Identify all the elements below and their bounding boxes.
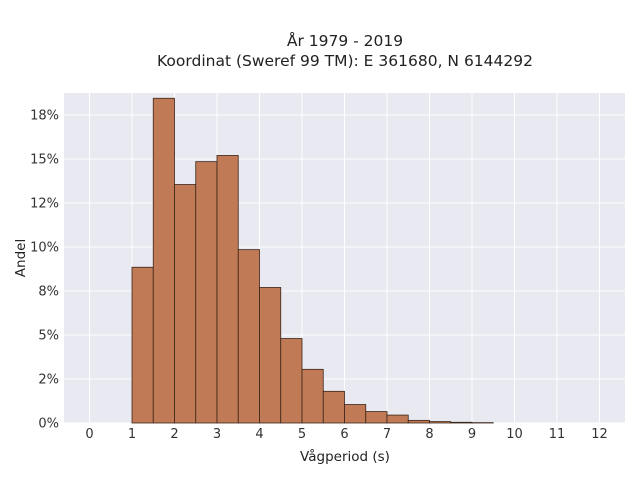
histogram-bar	[429, 421, 452, 424]
x-axis-ticks: 0 1 2 3 4 5 6 7 8 9 10 11 12	[85, 427, 607, 442]
y-tick-label: 2%	[38, 373, 59, 388]
histogram-bar	[450, 421, 473, 424]
x-tick-label: 3	[213, 427, 221, 442]
histogram-bar	[259, 287, 282, 424]
y-axis-label: Andel	[13, 239, 29, 277]
histogram-bar	[301, 368, 324, 424]
histogram-bar	[152, 97, 175, 424]
x-tick-label: 6	[340, 427, 348, 442]
y-tick-label: 5%	[38, 329, 59, 344]
chart-title-line-1: År 1979 - 2019	[287, 31, 403, 50]
histogram-bar	[216, 155, 239, 424]
histogram-bar	[322, 390, 345, 424]
x-tick-label: 10	[506, 427, 523, 442]
y-tick-label: 10%	[30, 241, 59, 256]
x-tick-label: 0	[85, 427, 93, 442]
y-tick-label: 12%	[30, 197, 59, 212]
histogram-bar	[131, 266, 154, 424]
x-axis-label: Vågperiod (s)	[300, 448, 390, 465]
histogram-bar	[174, 184, 197, 424]
y-axis-ticks: 0% 2% 5% 8% 10% 12% 15% 18%	[30, 109, 59, 432]
x-tick-label: 12	[591, 427, 608, 442]
y-tick-label: 18%	[30, 109, 59, 124]
x-tick-label: 8	[425, 427, 433, 442]
histogram-bar	[365, 411, 388, 424]
histogram-bar	[280, 338, 303, 424]
x-tick-label: 1	[128, 427, 136, 442]
histogram-bar	[237, 249, 260, 424]
histogram-bar	[195, 161, 218, 424]
histogram-bar	[386, 414, 409, 424]
histogram-bars	[131, 97, 494, 424]
x-tick-label: 9	[468, 427, 476, 442]
x-tick-label: 7	[383, 427, 391, 442]
x-tick-label: 4	[255, 427, 263, 442]
x-tick-label: 5	[298, 427, 306, 442]
x-tick-label: 11	[549, 427, 566, 442]
histogram-bar	[344, 404, 367, 424]
chart-title-line-2: Koordinat (Sweref 99 TM): E 361680, N 61…	[157, 52, 533, 70]
y-tick-label: 8%	[38, 285, 59, 300]
histogram-bar	[407, 419, 430, 424]
y-tick-label: 0%	[38, 417, 59, 432]
x-tick-label: 2	[170, 427, 178, 442]
y-tick-label: 15%	[30, 153, 59, 168]
